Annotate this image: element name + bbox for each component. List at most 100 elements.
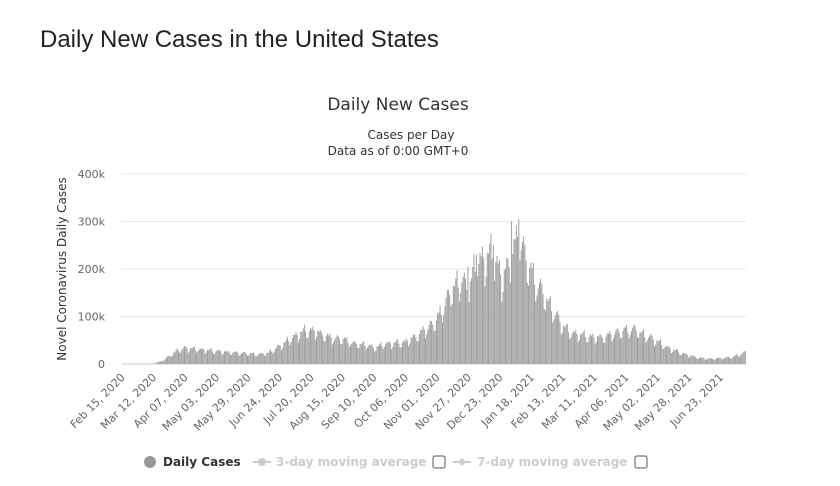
daily-cases-bar xyxy=(393,342,395,364)
legend-item-3-day-moving-average[interactable]: 3-day moving average xyxy=(276,455,426,469)
daily-cases-bar xyxy=(725,357,727,364)
daily-cases-bar xyxy=(542,294,544,364)
daily-cases-bar xyxy=(689,357,691,364)
daily-cases-bar xyxy=(227,351,229,364)
daily-cases-bar xyxy=(305,331,307,364)
daily-cases-bar xyxy=(592,333,594,364)
daily-cases-bar xyxy=(236,351,238,364)
daily-cases-bar xyxy=(170,356,172,364)
daily-cases-bar xyxy=(297,342,299,364)
daily-cases-bar xyxy=(500,274,502,364)
daily-cases-bar xyxy=(724,358,726,364)
daily-cases-bar xyxy=(282,347,284,364)
daily-cases-bar xyxy=(609,330,611,364)
daily-cases-bar xyxy=(527,285,530,364)
daily-cases-bar xyxy=(489,243,491,364)
daily-cases-bar xyxy=(552,322,554,364)
daily-cases-bar xyxy=(286,336,288,364)
daily-cases-bar xyxy=(515,225,517,364)
daily-cases-bar xyxy=(616,328,618,364)
daily-cases-bar xyxy=(743,351,745,364)
daily-cases-bar xyxy=(696,358,698,364)
daily-cases-bar xyxy=(472,266,474,364)
daily-cases-bar xyxy=(412,334,414,364)
daily-cases-bar xyxy=(644,336,646,364)
daily-cases-bar xyxy=(732,356,734,364)
daily-cases-bar xyxy=(511,221,513,364)
daily-cases-bar xyxy=(670,353,672,364)
daily-cases-bar xyxy=(492,245,494,364)
daily-cases-bar xyxy=(242,352,244,364)
checkbox-7-day-moving-average[interactable] xyxy=(634,455,648,469)
daily-cases-bar xyxy=(385,344,387,364)
daily-cases-bar xyxy=(699,357,702,364)
daily-cases-bar xyxy=(523,236,525,364)
daily-cases-bar xyxy=(444,306,446,364)
daily-cases-bar xyxy=(163,360,165,364)
daily-cases-bar xyxy=(695,357,697,364)
daily-cases-bar xyxy=(729,357,731,364)
daily-cases-bar xyxy=(455,278,457,364)
y-tick-label: 100k xyxy=(78,311,106,324)
daily-cases-bar xyxy=(495,262,497,364)
legend-marker-3-day[interactable] xyxy=(258,458,266,466)
daily-cases-bar xyxy=(547,301,549,364)
daily-cases-bar xyxy=(617,329,619,364)
daily-cases-bar xyxy=(634,325,636,364)
daily-cases-bar xyxy=(349,345,351,364)
daily-cases-bar xyxy=(433,331,435,364)
daily-cases-bar xyxy=(340,344,342,364)
daily-cases-bar xyxy=(260,352,262,364)
daily-cases-bar xyxy=(199,348,201,364)
daily-cases-bar xyxy=(660,339,662,364)
daily-cases-bar xyxy=(701,357,703,364)
legend-item-7-day-moving-average[interactable]: 7-day moving average xyxy=(477,455,627,469)
daily-cases-bar xyxy=(483,258,485,364)
daily-cases-bar xyxy=(714,359,716,364)
daily-cases-bar xyxy=(332,342,334,364)
daily-cases-bar xyxy=(741,354,743,364)
daily-cases-bar xyxy=(566,323,568,364)
daily-cases-bar xyxy=(343,337,345,364)
daily-cases-bar xyxy=(200,349,202,364)
daily-cases-bar xyxy=(214,353,216,364)
legend-item-daily-cases[interactable]: Daily Cases xyxy=(163,455,241,469)
daily-cases-bar xyxy=(708,358,710,364)
daily-cases-bar xyxy=(686,354,688,364)
checkbox-3-day-moving-average[interactable] xyxy=(432,455,446,469)
daily-cases-bar xyxy=(629,335,631,364)
daily-cases-bar xyxy=(206,349,209,364)
daily-cases-bar xyxy=(391,348,393,364)
legend-marker-7-day[interactable] xyxy=(458,458,466,466)
daily-cases-bar xyxy=(266,352,268,364)
daily-cases-bar xyxy=(454,285,456,364)
daily-cases-bar xyxy=(657,341,659,364)
daily-cases-bar xyxy=(712,358,714,364)
daily-cases-bar xyxy=(154,363,156,364)
daily-cases-bar xyxy=(498,259,500,364)
daily-cases-bar xyxy=(263,355,265,364)
chart-title: Daily New Cases xyxy=(327,95,469,115)
daily-cases-bar xyxy=(364,345,366,364)
daily-cases-bar xyxy=(452,285,454,364)
daily-cases-bar xyxy=(177,350,179,364)
daily-cases-bar xyxy=(674,350,676,364)
daily-cases-bar xyxy=(205,352,207,364)
daily-cases-bar xyxy=(718,357,720,364)
daily-cases-bar xyxy=(557,310,559,364)
daily-cases-bar xyxy=(311,329,313,364)
daily-cases-bar xyxy=(577,342,579,364)
daily-cases-bar xyxy=(486,252,488,364)
legend-marker-daily-cases[interactable] xyxy=(144,456,156,468)
daily-cases-bar xyxy=(251,353,253,364)
daily-cases-bar xyxy=(537,288,539,364)
daily-cases-bar xyxy=(250,352,252,364)
daily-cases-bar xyxy=(307,337,309,364)
daily-cases-bar xyxy=(324,341,326,364)
daily-cases-bar xyxy=(504,268,506,364)
daily-cases-bar xyxy=(278,344,280,364)
daily-cases-bar xyxy=(691,355,693,364)
daily-cases-bar xyxy=(226,350,228,364)
